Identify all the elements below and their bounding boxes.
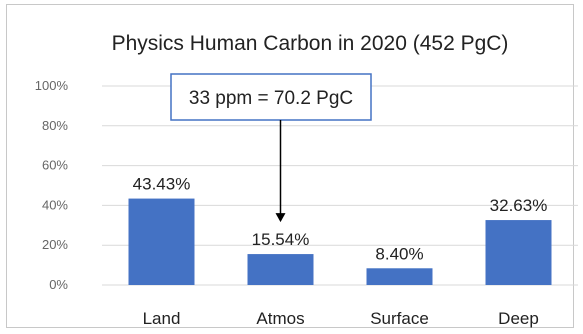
chart-title: Physics Human Carbon in 2020 (452 PgC) bbox=[112, 32, 509, 55]
data-labels: 43.43% 15.54% 8.40% 32.63% bbox=[133, 175, 548, 264]
bar-atmos bbox=[247, 254, 314, 285]
x-tick-label: Land bbox=[143, 309, 181, 328]
annotation-box bbox=[170, 73, 372, 121]
x-tick-label: Atmos bbox=[256, 309, 304, 328]
bar-surface bbox=[366, 268, 433, 285]
data-label: 8.40% bbox=[375, 244, 423, 263]
annotation-arrow-head bbox=[275, 213, 286, 223]
y-tick-label: 20% bbox=[42, 237, 68, 252]
x-axis-ticks: Land Atmos Surface Deep bbox=[143, 309, 539, 328]
y-tick-label: 0% bbox=[49, 277, 68, 292]
bar-deep bbox=[485, 220, 552, 285]
y-tick-label: 60% bbox=[42, 158, 68, 173]
data-label: 43.43% bbox=[133, 175, 191, 194]
bars bbox=[128, 198, 552, 285]
x-tick-label: Deep bbox=[498, 309, 539, 328]
x-tick-label: Surface bbox=[370, 309, 429, 328]
y-tick-label: 100% bbox=[35, 78, 69, 93]
annotation: 33 ppm = 70.2 PgC bbox=[170, 73, 372, 223]
y-tick-label: 80% bbox=[42, 118, 68, 133]
y-tick-label: 40% bbox=[42, 197, 68, 212]
data-label: 15.54% bbox=[252, 230, 310, 249]
annotation-text: 33 ppm = 70.2 PgC bbox=[189, 88, 353, 109]
bar-land bbox=[128, 198, 195, 285]
data-label: 32.63% bbox=[490, 196, 548, 215]
y-axis-ticks: 0% 20% 40% 60% 80% 100% bbox=[35, 78, 69, 292]
